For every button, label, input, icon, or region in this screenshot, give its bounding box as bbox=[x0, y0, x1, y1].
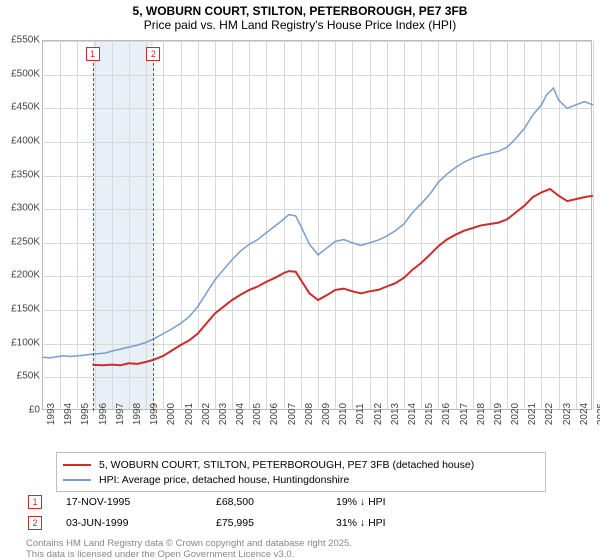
sale-price: £68,500 bbox=[216, 496, 336, 508]
sale-delta: 19% ↓ HPI bbox=[336, 496, 386, 508]
legend-item: 5, WOBURN COURT, STILTON, PETERBOROUGH, … bbox=[63, 457, 539, 472]
chart-lines bbox=[43, 41, 591, 409]
legend-box: 5, WOBURN COURT, STILTON, PETERBOROUGH, … bbox=[56, 452, 546, 492]
footer-line: Contains HM Land Registry data © Crown c… bbox=[26, 538, 352, 549]
legend-item: HPI: Average price, detached house, Hunt… bbox=[63, 472, 539, 487]
legend-label: HPI: Average price, detached house, Hunt… bbox=[99, 474, 349, 486]
sale-price: £75,995 bbox=[216, 517, 336, 529]
legend-swatch bbox=[63, 464, 91, 466]
chart-plot-area: 12 bbox=[42, 40, 592, 410]
chart-subtitle: Price paid vs. HM Land Registry's House … bbox=[0, 18, 600, 36]
footer-line: This data is licensed under the Open Gov… bbox=[26, 549, 352, 560]
legend-label: 5, WOBURN COURT, STILTON, PETERBOROUGH, … bbox=[99, 459, 474, 471]
sale-marker-icon: 1 bbox=[28, 495, 42, 509]
footer-attribution: Contains HM Land Registry data © Crown c… bbox=[26, 538, 352, 560]
sale-date: 17-NOV-1995 bbox=[66, 496, 216, 508]
sale-marker-icon: 2 bbox=[28, 516, 42, 530]
sale-row: 1 17-NOV-1995 £68,500 19% ↓ HPI bbox=[28, 495, 588, 509]
sale-row: 2 03-JUN-1999 £75,995 31% ↓ HPI bbox=[28, 516, 588, 530]
sale-date: 03-JUN-1999 bbox=[66, 517, 216, 529]
sale-delta: 31% ↓ HPI bbox=[336, 517, 386, 529]
legend-swatch bbox=[63, 479, 91, 481]
chart-title: 5, WOBURN COURT, STILTON, PETERBOROUGH, … bbox=[0, 0, 600, 18]
